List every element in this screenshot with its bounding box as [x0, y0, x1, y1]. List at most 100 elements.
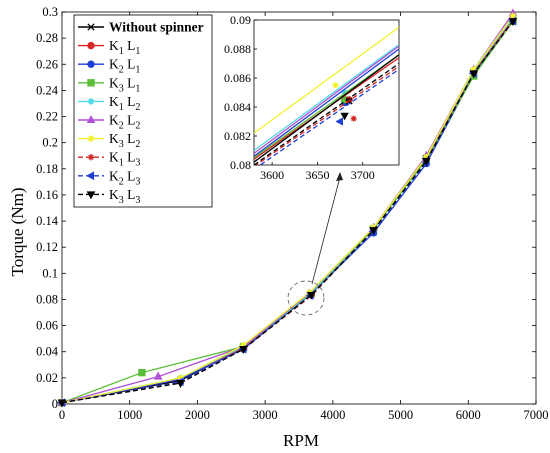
legend-entry: K2 L1 [78, 57, 140, 76]
y-tick-label: 0.2 [42, 136, 58, 150]
legend-label: K3 L2 [109, 131, 140, 150]
data-point [470, 66, 477, 73]
inset-series-line [254, 65, 399, 165]
x-tick-label: 6000 [456, 408, 481, 422]
inset-series-group [254, 65, 399, 165]
x-tick-label: 2000 [185, 408, 210, 422]
legend-marker [87, 60, 95, 68]
legend-marker [86, 115, 96, 124]
y-tick-label: 0 [52, 397, 58, 411]
inset-x-tick-label: 3700 [351, 168, 375, 182]
series-line [61, 20, 514, 404]
legend-marker [87, 154, 95, 161]
legend-marker [87, 135, 95, 142]
y-tick-label: 0.12 [36, 240, 58, 254]
inset-series-group [259, 68, 399, 165]
series-line [61, 15, 514, 404]
zoom-region-ellipse [287, 280, 325, 316]
inset-y-tick-label: 0.086 [224, 71, 251, 85]
legend-marker [87, 41, 95, 50]
inset-series-line [254, 62, 399, 165]
y-tick-label: 0.02 [36, 371, 58, 385]
inset-y-tick-label: 0.088 [224, 42, 251, 56]
y-tick-label: 0.04 [36, 345, 59, 359]
x-tick-label: 7000 [524, 408, 549, 422]
legend-label: K3 L3 [109, 187, 140, 206]
y-tick-label: 0.16 [36, 188, 58, 202]
y-axis-label: Torque (Nm) [8, 188, 27, 277]
data-point [469, 70, 479, 79]
data-point [176, 380, 185, 388]
y-tick-label: 0.1 [42, 266, 58, 280]
x-tick-label: 5000 [388, 408, 413, 422]
legend-entry: K1 L1 [78, 38, 140, 57]
inset-data-point [332, 82, 339, 89]
y-tick-label: 0.08 [36, 292, 58, 306]
x-axis-label: RPM [283, 431, 319, 450]
inset-series-line [259, 68, 399, 165]
inset-series-line [254, 44, 399, 152]
y-tick-label: 0.28 [36, 31, 58, 45]
legend-label: K1 L1 [109, 38, 140, 57]
data-point [153, 371, 163, 380]
y-tick-label: 0.18 [36, 162, 58, 176]
series-line [61, 20, 514, 404]
inset-series-line [254, 26, 399, 134]
x-tick-label: 3000 [253, 408, 278, 422]
inset-y-tick-label: 0.084 [224, 100, 251, 114]
legend-label: K1 L3 [109, 150, 140, 169]
data-point [240, 342, 247, 349]
inset-data-point [350, 115, 357, 122]
data-point [57, 399, 67, 408]
zoom-arrow-line [311, 176, 341, 285]
y-tick-label: 0.22 [36, 110, 58, 124]
plot-frame [61, 11, 537, 405]
y-tick-label: 0.24 [36, 83, 59, 97]
legend-label: K2 L1 [109, 57, 140, 76]
legend-label: K1 L2 [109, 94, 140, 113]
legend-marker [87, 23, 95, 31]
inset-series-group [254, 26, 399, 134]
y-tick-label: 0.3 [42, 5, 58, 19]
inset-data-point [340, 112, 349, 121]
inset-series-line [254, 48, 399, 157]
x-tick-label: 0 [59, 408, 65, 422]
legend-label: K3 L1 [109, 75, 140, 94]
series-group [57, 18, 518, 408]
legend-entry: K3 L1 [78, 75, 140, 94]
legend-entry: K1 L2 [78, 94, 140, 113]
legend-label: K2 L3 [109, 168, 140, 187]
legend-marker [87, 79, 95, 87]
y-tick-label: 0.26 [36, 57, 58, 71]
legend-entry: K2 L2 [78, 113, 140, 132]
legend-entry: Without spinner [78, 20, 204, 35]
inset-data-point [335, 117, 343, 126]
legend-entry: K1 L3 [78, 150, 140, 169]
data-point [177, 374, 184, 382]
inset-y-tick-label: 0.08 [230, 158, 251, 172]
legend-entry: K3 L2 [78, 131, 140, 150]
main-plot-lines [57, 8, 518, 408]
x-tick-label: 4000 [320, 408, 345, 422]
main-axes: 0 1000 2000 3000 4000 5000 6000 7000 0 0.02 0.04 0.… [36, 5, 548, 422]
legend-marker [86, 191, 96, 200]
legend-entry: K3 L3 [78, 187, 140, 206]
legend-label: K2 L2 [109, 113, 140, 132]
zoom-arrow-head [336, 172, 343, 181]
data-point [306, 291, 316, 300]
legend-label: Without spinner [109, 20, 204, 35]
inset-series-line [254, 45, 399, 154]
inset-data-point [341, 89, 348, 96]
y-tick-label: 0.06 [36, 319, 58, 333]
inset-series-group [254, 62, 399, 165]
inset-y-tick-label: 0.09 [230, 13, 251, 27]
inset-x-tick-label: 3650 [305, 168, 329, 182]
data-point [369, 227, 378, 236]
legend-entry: K2 L3 [78, 168, 140, 187]
inset-plot: 3600 3650 3700 0.08 0.082 0.084 0.086 0.088 0.09 [224, 13, 400, 182]
y-tick-label: 0.14 [36, 214, 59, 228]
inset-y-tick-label: 0.082 [224, 129, 251, 143]
zoom-callout [287, 172, 343, 316]
